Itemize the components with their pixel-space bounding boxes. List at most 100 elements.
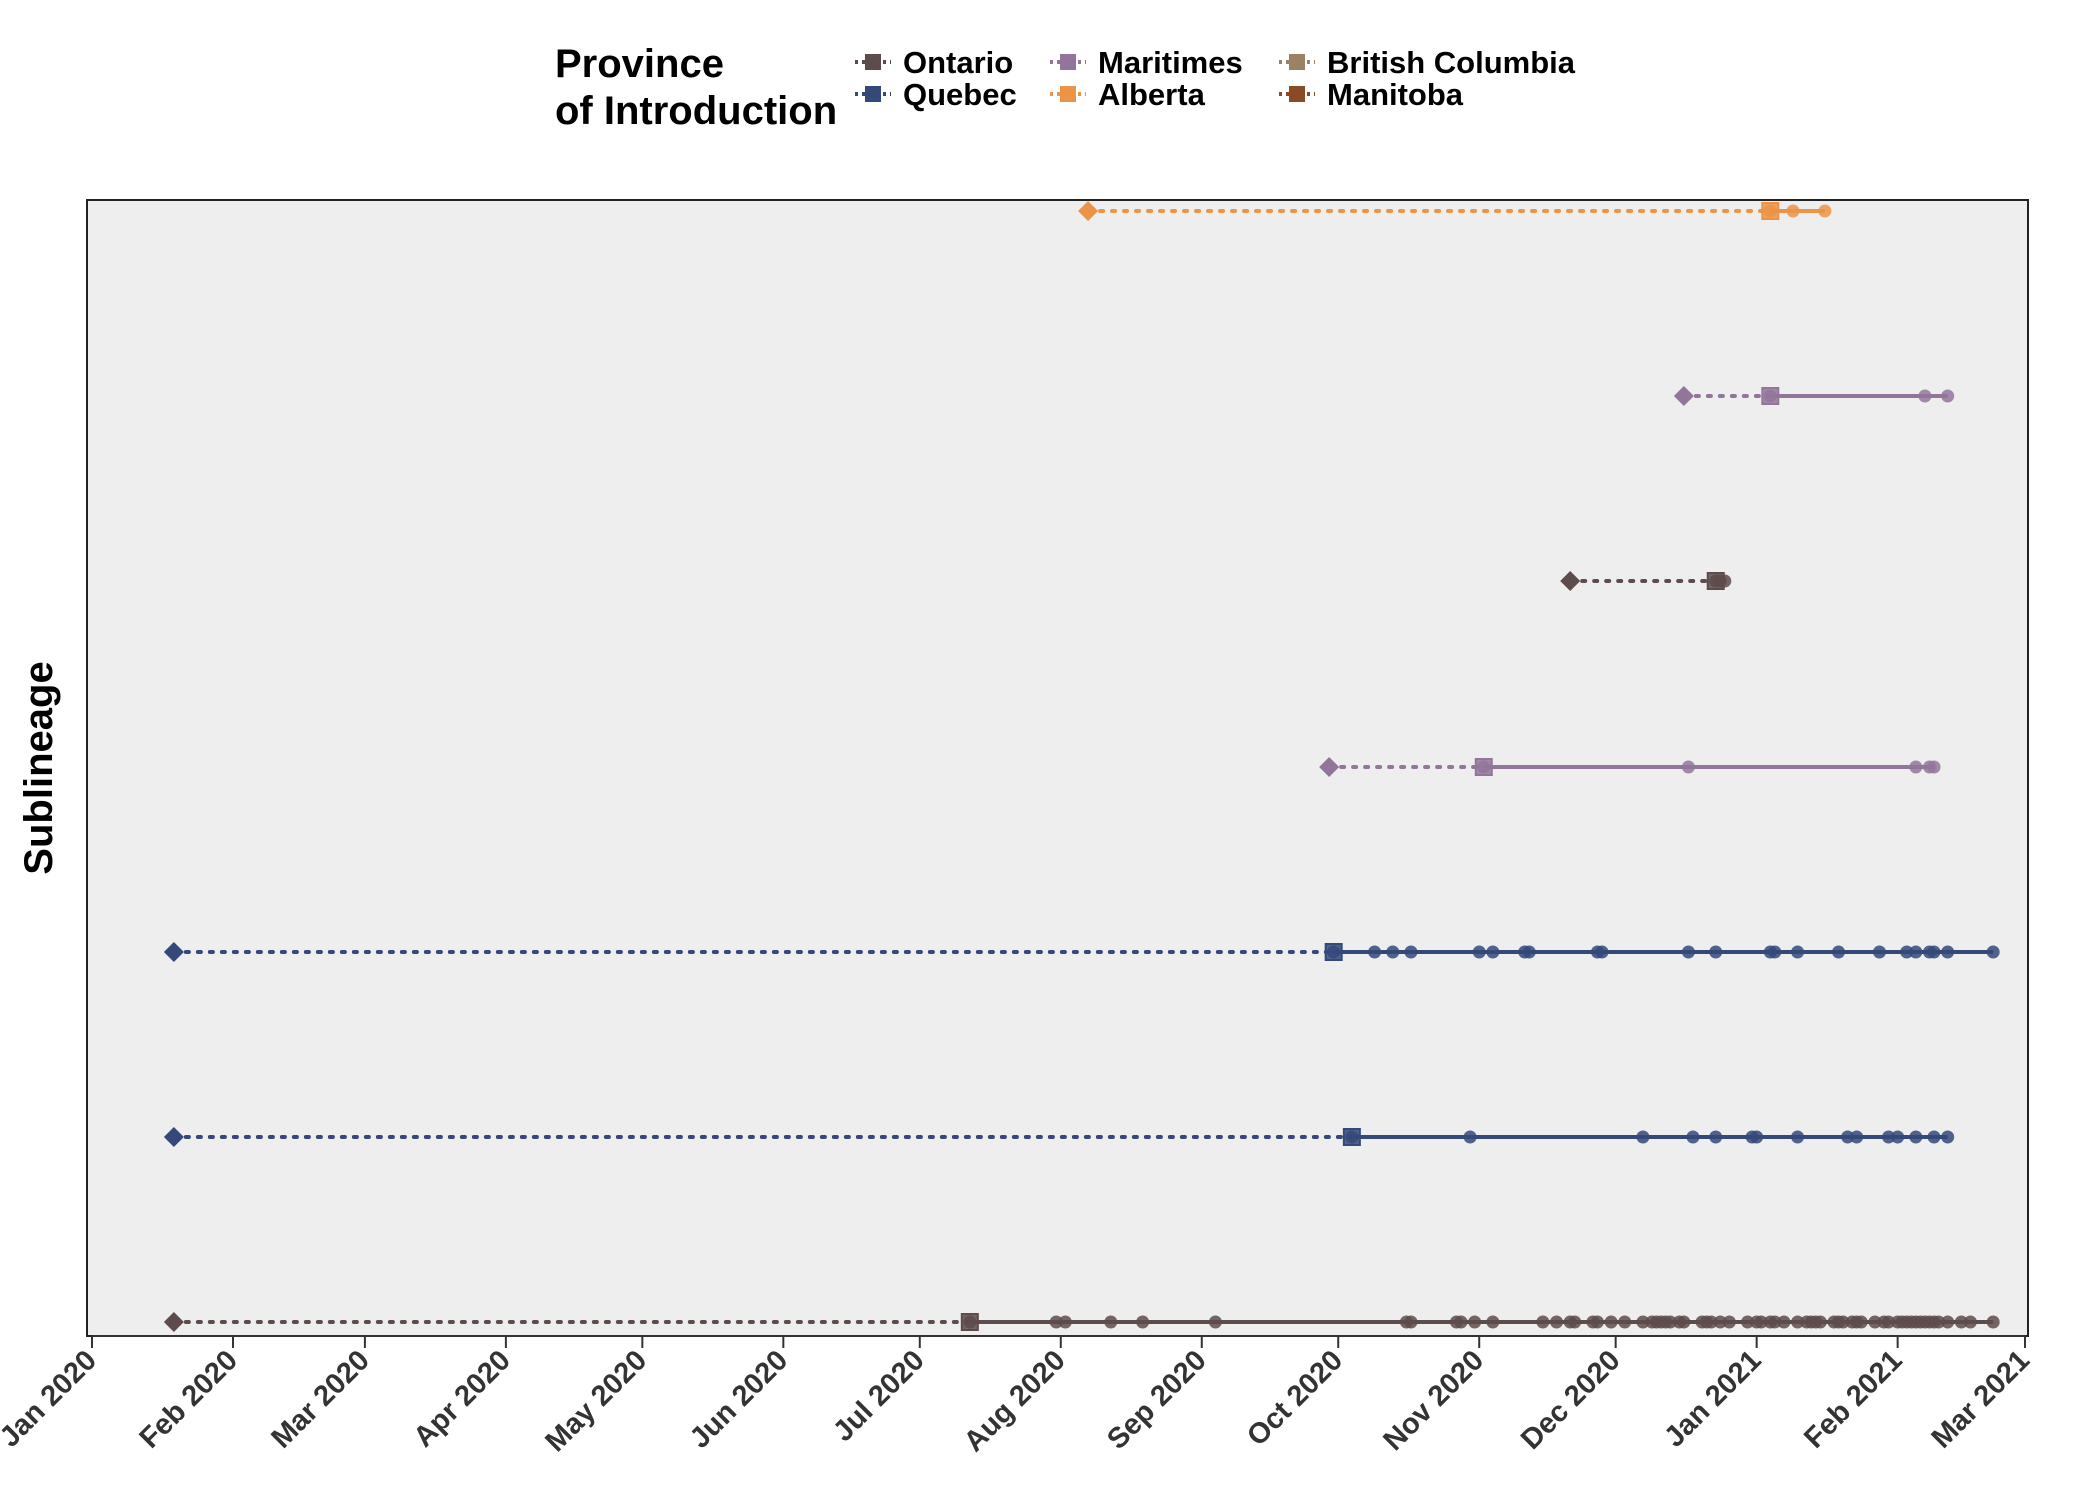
sample-point — [1618, 1315, 1632, 1329]
sample-point — [1686, 1130, 1700, 1144]
x-tick-label: Dec 2020 — [1515, 1344, 1627, 1456]
sample-point — [1722, 1315, 1736, 1329]
sample-point — [1909, 760, 1923, 774]
sample-point — [1986, 1315, 2000, 1329]
x-tick-label: Jan 2020 — [0, 1344, 103, 1453]
sample-point — [1836, 1315, 1850, 1329]
sample-point — [1791, 1315, 1805, 1329]
first-sample-square — [1706, 572, 1725, 590]
first-sample-square — [1761, 387, 1780, 405]
sample-point — [1404, 1315, 1418, 1329]
sample-point — [1927, 945, 1941, 959]
tmrca-diamond — [1673, 386, 1694, 406]
x-tick-label: Jun 2020 — [684, 1344, 794, 1454]
y-axis-title: Sublineage — [17, 661, 61, 874]
sample-point — [1941, 945, 1955, 959]
sample-point — [1777, 1315, 1791, 1329]
sample-point — [1713, 1315, 1727, 1329]
sample-point — [1636, 1315, 1650, 1329]
legend-key — [1060, 54, 1076, 70]
sample-point — [1472, 945, 1486, 959]
tmrca-diamond — [1319, 757, 1340, 777]
sample-point — [1832, 945, 1846, 959]
sublineage-row — [1319, 757, 1941, 777]
legend-label: Maritimes — [1098, 45, 1243, 80]
sample-point — [1568, 1315, 1582, 1329]
sublineage-row — [1078, 201, 1832, 221]
first-sample-square — [1474, 758, 1493, 776]
sample-point — [1791, 1130, 1805, 1144]
sample-point — [1768, 1315, 1782, 1329]
sample-point — [1754, 1315, 1768, 1329]
x-tick-label: Feb 2021 — [1798, 1344, 1908, 1454]
sample-point — [1941, 1130, 1955, 1144]
sample-point — [1741, 1315, 1755, 1329]
sample-point — [1104, 1315, 1118, 1329]
legend-entry-british-columbia: British Columbia — [1279, 45, 1576, 80]
x-tick-label: Nov 2020 — [1377, 1344, 1490, 1457]
sample-point — [1595, 945, 1609, 959]
sample-point — [1681, 760, 1695, 774]
legend-key — [865, 54, 881, 70]
sample-point — [1750, 1130, 1764, 1144]
sample-point — [1850, 1130, 1864, 1144]
legend-entry-ontario: Ontario — [855, 45, 1013, 80]
sample-point — [1604, 1315, 1618, 1329]
sample-point — [1882, 1130, 1896, 1144]
sublineage-row — [1673, 386, 1955, 406]
sample-point — [1932, 1315, 1946, 1329]
sublineage-row — [1560, 571, 1732, 591]
x-tick-label: Feb 2020 — [134, 1344, 244, 1454]
sample-point — [1368, 945, 1382, 959]
x-tick-label: Mar 2021 — [1926, 1344, 2036, 1454]
sample-point — [1918, 389, 1932, 403]
sample-point — [1468, 1315, 1482, 1329]
sample-point — [1927, 1130, 1941, 1144]
sample-point — [1791, 945, 1805, 959]
tmrca-diamond — [1078, 201, 1099, 221]
sample-point — [1882, 1315, 1896, 1329]
sample-point — [1854, 1315, 1868, 1329]
x-tick-label: May 2020 — [539, 1344, 653, 1458]
sample-point — [1681, 945, 1695, 959]
sample-point — [1813, 1315, 1827, 1329]
sample-point — [1677, 1315, 1691, 1329]
sample-point — [1709, 1130, 1723, 1144]
sample-point — [1136, 1315, 1150, 1329]
legend-entry-alberta: Alberta — [1050, 77, 1206, 112]
x-tick-label: Mar 2020 — [265, 1344, 375, 1454]
legend-label: Quebec — [903, 77, 1017, 112]
x-tick-label: Sep 2020 — [1101, 1344, 1213, 1456]
sample-point — [1927, 760, 1941, 774]
sample-point — [1963, 1315, 1977, 1329]
sample-point — [1536, 1315, 1550, 1329]
legend-label: Manitoba — [1327, 77, 1464, 112]
sample-point — [1550, 1315, 1564, 1329]
sample-point — [1909, 1130, 1923, 1144]
sample-point — [1704, 1315, 1718, 1329]
tmrca-diamond — [163, 942, 184, 962]
legend-label: Alberta — [1098, 77, 1206, 112]
legend-title-line: of Introduction — [555, 89, 837, 133]
sample-point — [1818, 204, 1832, 218]
sublineage-row — [163, 1127, 1955, 1147]
sample-point — [1522, 945, 1536, 959]
legend-label: British Columbia — [1327, 45, 1576, 80]
x-tick-label: Jul 2020 — [827, 1344, 931, 1448]
sample-point — [1941, 1315, 1955, 1329]
sample-point — [1909, 945, 1923, 959]
sample-point — [1709, 945, 1723, 959]
sample-point — [1486, 1315, 1500, 1329]
sample-point — [1486, 945, 1500, 959]
tmrca-diamond — [163, 1127, 184, 1147]
first-sample-square — [960, 1313, 979, 1331]
legend-key — [865, 86, 881, 102]
sample-point — [1841, 1130, 1855, 1144]
sample-point — [1954, 1315, 1968, 1329]
sample-point — [1786, 204, 1800, 218]
legend-title-line: Province — [555, 42, 724, 86]
legend-entry-manitoba: Manitoba — [1279, 77, 1464, 112]
first-sample-square — [1761, 202, 1780, 220]
